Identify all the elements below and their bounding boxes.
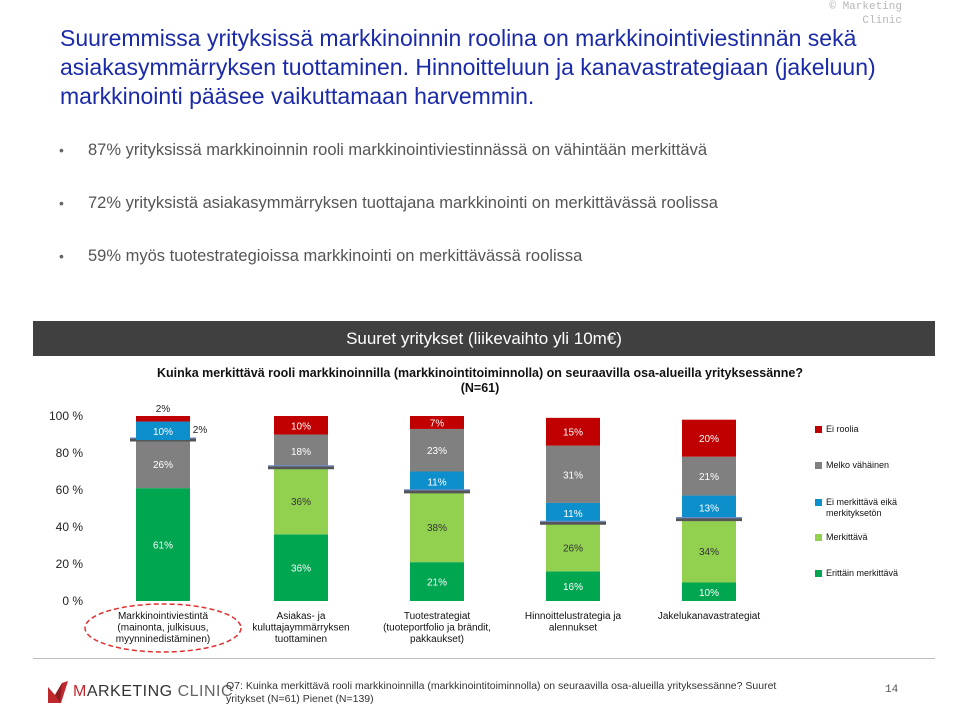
data-label: 21% [699,472,719,483]
bullet-icon: • [59,142,64,158]
copyright-notice: © Marketing Clinic [829,1,902,27]
legend-swatch [815,426,822,433]
y-tick-label: 100 % [49,409,83,423]
data-label: 26% [563,543,583,554]
category-label: (tuoteportfolio ja brändit, [383,623,491,634]
logo-icon [48,681,68,703]
list-item: • 87% yrityksissä markkinoinnin rooli mar… [55,138,915,191]
page-number: 14 [885,684,899,696]
y-tick-label: 60 % [56,483,84,497]
bar-segment [136,421,190,441]
category-label: Jakelukanavastrategiat [658,611,761,622]
bullet-text: 87% yrityksissä markkinoinnin rooli mark… [88,141,708,159]
bar-segment [410,562,464,601]
data-label: 16% [563,582,583,593]
page-title: Suuremmissa yrityksissä markkinoinnin ro… [60,25,876,109]
bar-segment [274,434,328,468]
bar-segment [136,416,190,422]
legend-label: Erittäin merkittävä [826,568,899,578]
category-label: tuottaminen [275,634,327,645]
category-label: alennukset [549,623,598,634]
company-logo: MARKETING CLINIC [48,680,233,706]
chart-question: Kuinka merkittävä rooli markkinoinnilla … [156,366,804,395]
data-label: 10% [153,427,173,438]
category-label: Markkinointiviestintä [118,611,208,622]
list-item: • 59% myös tuotestrategioissa markkinoint… [55,244,915,297]
category-label: Tuotestrategiat [404,611,471,622]
legend-label: Merkittävä [826,532,868,542]
legend-swatch [815,462,822,469]
category-label: kuluttajaymmärryksen [252,623,349,634]
y-tick-label: 20 % [56,557,84,571]
bar-segment [136,488,190,601]
data-label: 36% [291,497,311,508]
data-label: 31% [563,470,583,481]
data-label: 2% [193,425,208,436]
bar-segment [410,416,464,429]
bar-segment [682,419,736,457]
data-label: 13% [699,504,719,515]
data-label: 61% [153,541,173,552]
data-label: 26% [153,460,173,471]
footer-divider [33,658,935,659]
bar-segment [274,534,328,601]
bar-segment [546,417,600,446]
category-label: Asiakas- ja [277,611,326,622]
bar-segment [546,571,600,601]
legend-swatch [815,570,822,577]
bar-segment [546,502,600,524]
bar-segment [136,440,190,489]
legend-label: Ei roolia [826,424,859,434]
data-label: 10% [291,421,311,432]
bar-segment [682,456,736,496]
category-label: pakkaukset) [410,634,464,645]
bar-segment [682,519,736,583]
bullet-text: 72% yrityksistä asiakasymmärryksen tuott… [88,194,718,212]
bar-segment [546,445,600,503]
data-label: 11% [563,509,582,520]
data-label: 34% [699,547,719,558]
y-tick-label: 0 % [62,594,83,608]
data-label: 18% [291,447,311,458]
bar-segment [274,416,328,435]
category-label: (mainonta, julkisuus, [117,623,208,634]
data-label: 36% [291,564,311,575]
data-label: 10% [699,588,719,599]
highlight-ellipse [84,603,242,653]
data-label: 2% [156,404,171,415]
section-band: Suuret yritykset (liikevaihto yli 10m€) [33,321,935,356]
y-tick-label: 40 % [56,520,84,534]
logo-wordmark: MARKETING CLINIC [73,683,234,700]
bullet-icon: • [59,195,64,211]
bar-segment [410,428,464,472]
footnote: Q7: Kuinka merkittävä rooli markkinoinni… [226,680,777,705]
bar-segment [682,582,736,601]
category-label: myynninedistäminen) [116,634,211,645]
list-item: • 72% yrityksistä asiakasymmärryksen tuot… [55,191,915,244]
bullet-text: 59% myös tuotestrategioissa markkinointi… [88,247,583,265]
data-label: 11% [427,478,446,489]
key-findings-list: • 87% yrityksissä markkinoinnin rooli mar… [55,138,915,297]
data-label: 23% [427,446,447,457]
y-tick-label: 80 % [56,446,84,460]
bar-segment [682,495,736,520]
bar-segment [274,467,328,535]
bar-segment [410,471,464,492]
legend-swatch [815,534,822,541]
legend-label: Melko vähäinen [826,460,890,470]
data-label: 15% [563,428,583,439]
data-label: 20% [699,434,719,445]
data-label: 38% [427,523,447,534]
legend-swatch [815,499,822,506]
bar-segment [546,523,600,572]
data-label: 7% [430,418,445,429]
category-label: Hinnoittelustrategia ja [525,611,622,622]
bar-segment [410,491,464,563]
legend-label: Ei merkittävä eikä merkityksetön [826,497,898,518]
bullet-icon: • [59,248,64,264]
data-label: 21% [427,578,447,589]
